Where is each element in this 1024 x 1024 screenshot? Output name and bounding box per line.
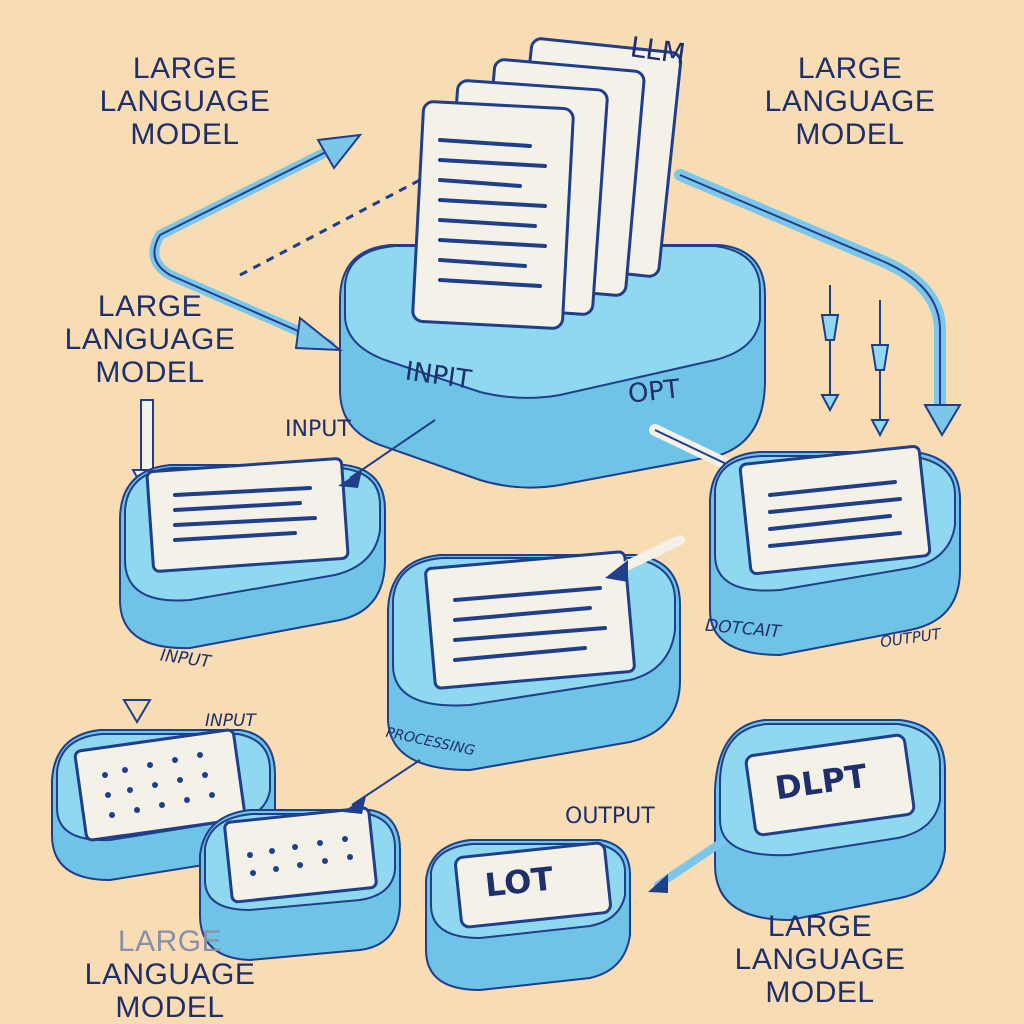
down-arrows [820,285,890,438]
label-mid-left: LARGE LANGUAGE MODEL [64,290,236,389]
input-arrow-label: INPUT [285,417,351,442]
platform-bottom-right [714,719,946,922]
dashed-connector [239,178,421,277]
mid-input-label: INPUT [205,711,256,731]
platform-bottom-left-2 [199,806,401,962]
central-output-label: OPT [626,374,682,410]
output-label: OUTPUT [565,804,655,829]
label-top-left: LARGE LANGUAGE MODEL [99,52,271,151]
label-bottom-right: LARGE LANGUAGE MODEL [734,910,906,1009]
platform-bottom-left [51,728,276,882]
document-stack [411,37,683,330]
label-bottom-left: LARGE LANGUAGE MODEL [84,925,256,1024]
platform-left-input [119,457,386,650]
platform-middle [387,550,681,772]
bottom-center-box-text: LOT [483,859,556,905]
label-top-right: LARGE LANGUAGE MODEL [764,52,936,151]
platform-right-output [709,444,961,657]
platform-bottom-center [425,839,631,992]
